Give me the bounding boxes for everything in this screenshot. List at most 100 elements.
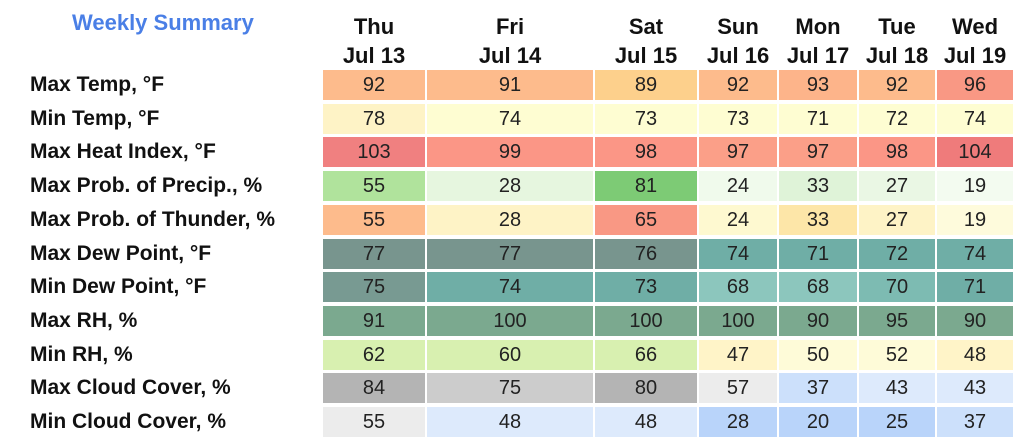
day-of-week: Wed: [951, 14, 999, 39]
day-header: Tue Jul 18: [858, 12, 936, 70]
table-cell: 91: [427, 70, 593, 100]
table-cell: 47: [699, 339, 777, 370]
day-of-week: Tue: [878, 14, 916, 39]
table-cell: 80: [595, 373, 697, 404]
table-cell: 19: [937, 204, 1013, 235]
table-cell: 28: [427, 204, 593, 235]
table-cell: 52: [859, 339, 935, 370]
table-cell: 71: [779, 238, 857, 269]
row-label: Min Cloud Cover, %: [30, 410, 227, 433]
table-cell: 104: [937, 137, 1013, 168]
day-header: Sat Jul 15: [594, 12, 698, 70]
table-cell: 48: [937, 339, 1013, 370]
row-label: Min Dew Point, °F: [30, 275, 207, 299]
table-cell: 93: [779, 70, 857, 100]
table-cell: 73: [699, 103, 777, 134]
table-cell: 60: [427, 339, 593, 370]
table-cell: 25: [859, 407, 935, 437]
table-cell: 27: [859, 171, 935, 202]
table-cell: 74: [427, 272, 593, 303]
day-date: Jul 19: [943, 43, 1007, 68]
table-cell: 68: [779, 272, 857, 303]
table-cell: 90: [779, 305, 857, 336]
day-date: Jul 16: [706, 43, 770, 68]
table-cell: 71: [937, 272, 1013, 303]
table-cell: 96: [937, 70, 1013, 100]
table-cell: 27: [859, 204, 935, 235]
day-of-week: Sun: [717, 14, 759, 39]
row-label: Max Dew Point, °F: [30, 241, 212, 265]
table-cell: 84: [323, 373, 425, 404]
table-cell: 75: [323, 272, 425, 303]
day-header: Fri Jul 14: [426, 12, 594, 70]
table-cell: 55: [323, 204, 425, 235]
table-cell: 98: [595, 137, 697, 168]
table-cell: 24: [699, 204, 777, 235]
row-label: Max Cloud Cover, %: [30, 376, 231, 400]
table-cell: 28: [699, 407, 777, 437]
day-header: Thu Jul 13: [322, 12, 426, 70]
table-cell: 73: [595, 103, 697, 134]
table-cell: 92: [323, 70, 425, 100]
day-of-week: Sat: [628, 14, 664, 39]
table-cell: 37: [779, 373, 857, 404]
table-cell: 74: [937, 238, 1013, 269]
table-cell: 55: [323, 407, 425, 437]
table-cell: 89: [595, 70, 697, 100]
table-title: Weekly Summary: [72, 10, 254, 35]
table-cell: 55: [323, 171, 425, 202]
table-cell: 90: [937, 305, 1013, 336]
table-cell: 66: [595, 339, 697, 370]
table-cell: 48: [595, 407, 697, 437]
row-label: Max Heat Index, °F: [30, 140, 216, 164]
table-cell: 28: [427, 171, 593, 202]
table-cell: 72: [859, 103, 935, 134]
table-cell: 68: [699, 272, 777, 303]
table-cell: 77: [323, 238, 425, 269]
day-header: Mon Jul 17: [778, 12, 858, 70]
table-cell: 73: [595, 272, 697, 303]
table-cell: 100: [595, 305, 697, 336]
table-cell: 65: [595, 204, 697, 235]
table-cell: 33: [779, 204, 857, 235]
row-label: Max Prob. of Precip., %: [30, 174, 263, 198]
table-cell: 98: [859, 137, 935, 168]
day-header: Sun Jul 16: [698, 12, 778, 70]
table-cell: 19: [937, 171, 1013, 202]
day-date: Jul 18: [865, 43, 929, 68]
table-cell: 20: [779, 407, 857, 437]
table-cell: 92: [859, 70, 935, 100]
table-cell: 76: [595, 238, 697, 269]
table-cell: 74: [427, 103, 593, 134]
day-header: Wed Jul 19: [936, 12, 1014, 70]
table-cell: 33: [779, 171, 857, 202]
day-date: Jul 17: [786, 43, 850, 68]
table-cell: 99: [427, 137, 593, 168]
table-cell: 50: [779, 339, 857, 370]
day-date: Jul 15: [614, 43, 678, 68]
day-of-week: Mon: [795, 14, 841, 39]
table-cell: 100: [699, 305, 777, 336]
day-date: Jul 14: [478, 43, 542, 68]
table-cell: 43: [859, 373, 935, 404]
table-cell: 70: [859, 272, 935, 303]
table-cell: 100: [427, 305, 593, 336]
day-of-week: Fri: [495, 14, 525, 39]
table-cell: 91: [323, 305, 425, 336]
table-cell: 72: [859, 238, 935, 269]
table-cell: 92: [699, 70, 777, 100]
table-cell: 71: [779, 103, 857, 134]
row-label: Max RH, %: [30, 308, 138, 332]
day-of-week: Thu: [353, 14, 395, 39]
row-label: Min RH, %: [30, 342, 133, 366]
table-cell: 62: [323, 339, 425, 370]
table-cell: 97: [699, 137, 777, 168]
table-cell: 24: [699, 171, 777, 202]
table-cell: 97: [779, 137, 857, 168]
table-cell: 103: [323, 137, 425, 168]
table-cell: 43: [937, 373, 1013, 404]
row-label: Min Temp, °F: [30, 106, 160, 130]
table-cell: 57: [699, 373, 777, 404]
table-cell: 74: [699, 238, 777, 269]
table-cell: 48: [427, 407, 593, 437]
